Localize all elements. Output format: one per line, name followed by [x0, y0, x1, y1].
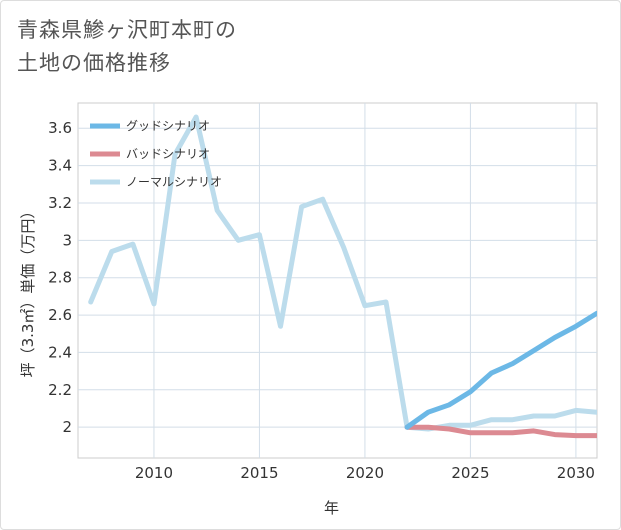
y-tick-label: 3	[62, 231, 72, 249]
y-tick-label: 2.2	[48, 381, 72, 399]
y-tick-label: 2.4	[48, 343, 72, 361]
x-tick-label: 2015	[240, 464, 278, 482]
x-tick-label: 2025	[451, 464, 489, 482]
chart-title-line2: 土地の価格推移	[17, 51, 171, 75]
x-axis-label: 年	[324, 499, 339, 517]
chart-title: 青森県鯵ヶ沢町本町の 土地の価格推移	[17, 14, 237, 80]
plot-area	[77, 102, 598, 459]
good-scenario-line	[404, 310, 597, 430]
bad-scenario-line	[404, 424, 597, 439]
y-tick-label: 2.8	[48, 269, 72, 287]
chart-title-line1: 青森県鯵ヶ沢町本町の	[17, 18, 237, 42]
x-tick-label: 2020	[346, 464, 384, 482]
legend-normal-scenario: ノーマルシナリオ	[90, 175, 222, 189]
legend-label: グッドシナリオ	[126, 119, 210, 133]
y-tick-label: 2.6	[48, 306, 72, 324]
legend-bad-scenario: バッドシナリオ	[90, 147, 210, 161]
legend-label: ノーマルシナリオ	[126, 175, 222, 189]
y-tick-label: 3.4	[48, 157, 72, 175]
gridlines	[78, 103, 597, 458]
y-tick-label: 3.2	[48, 194, 72, 212]
x-tick-label: 2030	[557, 464, 595, 482]
legend-label: バッドシナリオ	[126, 147, 210, 161]
y-tick-label: 2	[62, 418, 72, 436]
normal-scenario-line	[88, 114, 597, 432]
x-tick-label: 2010	[135, 464, 173, 482]
y-axis-label: 坪（3.3㎡）単価（万円）	[19, 204, 37, 378]
legend-good-scenario: グッドシナリオ	[90, 119, 210, 133]
y-tick-label: 3.6	[48, 119, 72, 137]
